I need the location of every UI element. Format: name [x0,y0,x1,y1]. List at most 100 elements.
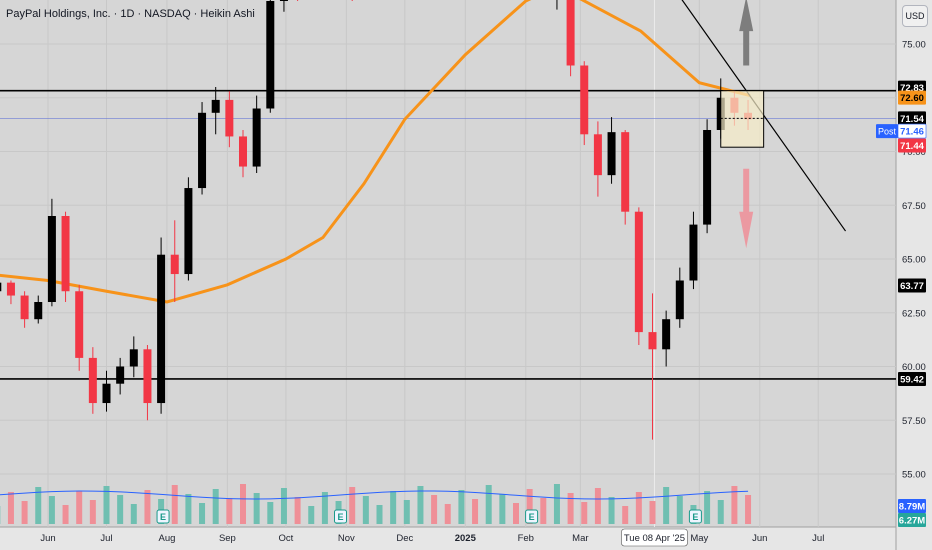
candle-body [593,134,602,176]
volume-bar [171,485,178,524]
x-tick-label: Dec [396,533,413,544]
volume-bar [704,491,711,524]
candle-body [239,136,247,167]
x-tick-label: Jul [100,533,112,544]
post-label: Post [878,127,897,137]
y-tick-label: 75.00 [902,40,926,51]
candle-body [20,295,29,320]
volume-bar [731,486,738,524]
volume-bar [635,492,642,524]
candle-body [184,188,193,275]
candle-body [0,282,2,292]
price-tag: 59.42 [900,374,924,385]
x-tick-label: Jun [752,533,767,544]
volume-bar [458,490,465,524]
volume-bar [212,489,219,524]
price-tag: 71.54 [900,114,924,125]
volume-bar [513,503,519,524]
volume-bar [444,504,451,524]
y-tick-label: 67.50 [902,201,926,212]
earnings-marker-label: E [692,512,698,522]
volume-bar [567,493,574,524]
moving-average-price-tag-box [898,90,926,105]
volume-bar [240,484,246,524]
y-tick-label: 60.00 [902,362,926,373]
candle-body [689,224,698,281]
volume-tag-box [898,499,926,513]
x-tick-label: Oct [279,533,294,544]
volume-bar [553,484,560,524]
candle-body [198,112,207,189]
candle-body [129,349,138,367]
volume-bar [199,503,206,524]
candle-body [279,0,288,1]
earnings-marker [525,509,539,524]
volume-bar [185,494,192,524]
earnings-marker [156,509,170,524]
candle-body [47,216,56,302]
volume-bar [390,491,397,524]
consolidation-box [720,90,765,148]
candle-body [634,211,643,333]
candle-body [266,1,275,109]
post-badge [876,124,898,139]
volume-bar [253,493,260,524]
candle-body [607,132,616,176]
price-tag-box [898,278,926,293]
volume-bar [226,498,233,524]
volume-bar [499,494,506,524]
red-price-tag-box [898,138,926,153]
price-tag-box [898,371,926,386]
volume-tag: 8.79M [899,502,925,513]
volume-bar [745,495,752,524]
y-tick-label: 65.00 [902,255,926,266]
volume-bar [280,488,287,524]
volume-bar [431,495,438,524]
price-tag: 72.83 [900,83,924,94]
earnings-marker [688,509,702,524]
candle-body [225,99,234,137]
candle-body [252,108,261,167]
volume-bar [594,488,601,524]
volume-bar [581,502,588,524]
candle-body [580,65,589,135]
volume-bar [608,497,615,524]
volume-bar [676,496,683,524]
moving-average-price-tag: 72.60 [900,93,924,104]
candle-body [662,319,671,350]
x-tick-label: May [690,533,708,544]
post-price-tag: 71.46 [900,127,924,138]
volume-bar [540,498,547,524]
candle-body [6,282,15,296]
volume-bar [349,487,356,524]
volume-bar [35,487,42,524]
volume-bar [622,506,629,524]
x-tick-label: Tue 08 Apr '25 [624,533,685,544]
earnings-marker-label: E [337,512,343,522]
volume-bar [130,504,137,524]
x-tick-label: Jun [40,533,55,544]
earnings-marker-label: E [529,512,535,522]
price-tag: 63.77 [900,281,924,292]
volume-bar [117,495,124,524]
y-tick-label: 55.00 [902,470,926,481]
y-tick-label: 57.50 [902,416,926,427]
candle-body [675,280,684,320]
price-tag-box [898,111,926,126]
arrow-down-icon [739,168,754,249]
x-tick-label: 2025 [455,533,477,544]
candle-body [621,132,630,212]
volume-bar [717,500,724,524]
red-price-tag: 71.44 [900,141,924,152]
candle-body [88,357,97,404]
currency-button[interactable]: USD [902,5,928,27]
volume-bar [485,485,492,524]
volume-bar [267,502,274,524]
y-tick-label: 62.50 [902,308,926,319]
candle-body [143,349,152,404]
volume-bar [76,491,83,524]
volume-bar [403,500,410,524]
arrow-up-icon [739,0,754,66]
candle-body [157,254,166,404]
